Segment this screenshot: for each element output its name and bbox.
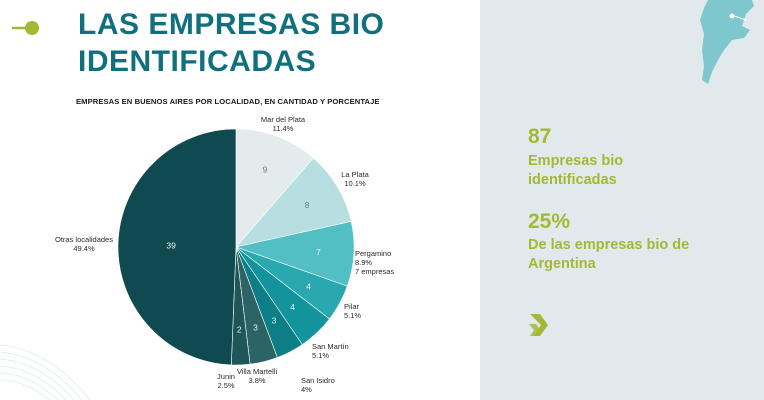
pie-slice-mar-del-plata <box>235 128 314 248</box>
slice-name-label: Otras localidades <box>55 235 113 244</box>
slice-value-label: 8 <box>305 200 310 210</box>
slice-percent-label: 3.8% <box>248 376 265 385</box>
slice-value-label: 2 <box>237 325 242 335</box>
title-bullet-icon <box>12 21 39 35</box>
main-panel: LAS EMPRESAS BIO IDENTIFICADAS EMPRESAS … <box>0 6 395 400</box>
slice-percent-label: 49.4% <box>73 244 95 253</box>
stat-percent-label-line-1: De las empresas bio de <box>528 237 690 253</box>
slice-percent-label: 5.1% <box>344 311 361 320</box>
slice-name-label: Mar del Plata <box>261 115 306 124</box>
slice-percent-label: 10.1% <box>344 179 366 188</box>
stats-panel <box>480 0 764 400</box>
slice-name-label: Villa Martelli <box>237 367 278 376</box>
title-line-2: IDENTIFICADAS <box>78 45 317 78</box>
slice-value-label: 9 <box>263 165 268 175</box>
stat-percent-number: 25% <box>528 210 571 233</box>
chevron-arrow-icon <box>529 314 548 336</box>
pie-slice-otras-localidades <box>117 128 237 366</box>
slice-name-label: La Plata <box>341 170 369 179</box>
stat-count-label-line-1: Empresas bio <box>528 153 624 169</box>
slice-extra-label: 7 empresas <box>355 267 394 276</box>
slice-name-label: Pilar <box>344 302 360 311</box>
slice-percent-label: 8.9% <box>355 258 372 267</box>
slice-value-label: 39 <box>166 241 176 251</box>
slice-percent-label: 4% <box>301 385 312 394</box>
slice-name-label: San Isidro <box>301 376 335 385</box>
title-line-1: LAS EMPRESAS BIO <box>78 8 385 41</box>
slice-value-label: 4 <box>306 281 311 291</box>
slice-percent-label: 5.1% <box>312 351 329 360</box>
chart-title: EMPRESAS EN BUENOS AIRES POR LOCALIDAD, … <box>76 97 380 106</box>
slice-value-label: 4 <box>290 302 295 312</box>
slice-percent-label: 2.5% <box>217 381 234 390</box>
slice-value-label: 3 <box>272 315 277 325</box>
slice-name-label: Junin <box>217 372 235 381</box>
page-title: LAS EMPRESAS BIO IDENTIFICADAS <box>78 6 384 80</box>
stat-count-number: 87 <box>528 125 552 148</box>
slice-percent-label: 11.4% <box>273 124 294 133</box>
argentina-map-icon <box>700 0 754 84</box>
stat-percent-label-line-2: Argentina <box>528 256 596 272</box>
slice-value-label: 7 <box>316 247 321 257</box>
stat-count-label-line-2: identificadas <box>528 172 617 188</box>
stat-percent-label: De las empresas bio de Argentina <box>528 236 748 274</box>
stat-count-label: Empresas bio identificadas <box>528 152 748 190</box>
pie-slice-la-plata <box>235 157 352 248</box>
slice-value-label: 3 <box>253 322 258 332</box>
slice-name-label: Pergamino <box>355 249 391 258</box>
decorative-arcs <box>0 344 91 400</box>
slice-name-label: San Martín <box>312 342 349 351</box>
